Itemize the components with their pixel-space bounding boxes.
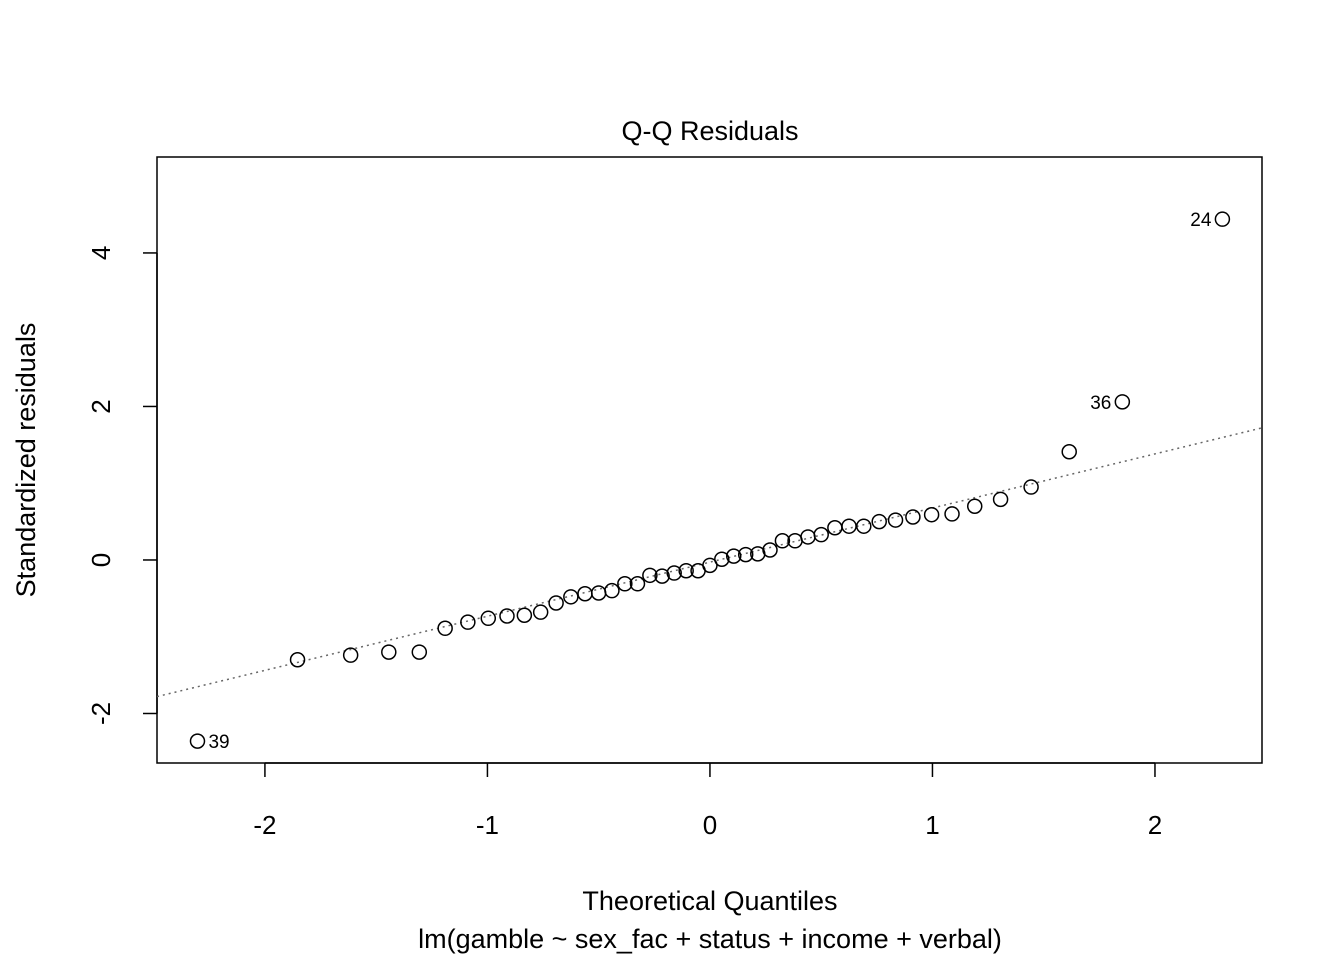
data-point [381, 644, 397, 660]
data-point [289, 652, 306, 668]
data-point [887, 512, 904, 528]
point-label: 24 [1190, 210, 1212, 231]
x-tick-label: 0 [703, 810, 717, 840]
y-tick-label: 2 [86, 399, 116, 413]
data-point [604, 582, 620, 599]
data-point [1061, 443, 1077, 460]
data-point [189, 733, 206, 749]
data-point [856, 518, 872, 534]
data-point [737, 546, 754, 563]
data-point [629, 576, 646, 592]
data-point [532, 604, 549, 620]
data-point [437, 620, 453, 637]
data-point [666, 565, 682, 581]
data-point [678, 562, 694, 579]
y-tick-label: 0 [86, 553, 116, 567]
data-point [800, 529, 816, 545]
data-point [577, 585, 593, 602]
data-point [590, 585, 607, 601]
data-point [499, 608, 515, 624]
data-point [966, 498, 983, 514]
y-axis-title: Standardized residuals [11, 323, 41, 598]
data-point [841, 518, 857, 534]
reference-line [156, 427, 1263, 698]
data-point [923, 506, 940, 523]
data-point [516, 607, 533, 623]
x-axis-title: Theoretical Quantiles [582, 886, 837, 916]
points-group [189, 211, 1231, 749]
x-tick-label: -1 [476, 810, 499, 840]
data-point [905, 509, 921, 525]
data-point [774, 533, 791, 549]
data-point [944, 506, 960, 522]
data-point [992, 491, 1009, 508]
data-point [827, 519, 843, 536]
data-point [617, 576, 633, 592]
data-point [1023, 479, 1039, 495]
plot-frame [156, 156, 1263, 764]
data-point [871, 513, 887, 530]
y-tick-label: -2 [86, 702, 116, 725]
x-tick-label: 1 [925, 810, 939, 840]
data-point [654, 568, 670, 584]
data-point [1214, 211, 1231, 227]
chart-subtitle: lm(gamble ~ sex_fac + status + income + … [418, 924, 1002, 954]
point-labels-group: 39 36 24 [208, 210, 1211, 753]
chart-title: Q-Q Residuals [621, 116, 798, 146]
y-tick-label: 4 [86, 246, 116, 260]
data-point [342, 647, 359, 663]
data-point [480, 610, 497, 627]
data-point [642, 567, 658, 584]
x-tick-label: 2 [1148, 810, 1162, 840]
y-axis: -2 0 2 4 [86, 246, 158, 725]
x-axis: -2 -1 0 1 2 [253, 762, 1162, 840]
point-label: 39 [208, 732, 229, 753]
data-point [725, 548, 742, 564]
point-label: 36 [1090, 393, 1111, 414]
data-point [548, 595, 564, 611]
data-point [762, 542, 778, 558]
data-point [411, 644, 428, 660]
data-point [460, 614, 476, 630]
data-point [563, 589, 579, 605]
reference-line-group [156, 427, 1263, 698]
data-point [702, 557, 718, 574]
data-point [1114, 394, 1131, 410]
data-point [714, 551, 730, 567]
x-tick-label: -2 [253, 810, 276, 840]
data-point [813, 526, 829, 543]
